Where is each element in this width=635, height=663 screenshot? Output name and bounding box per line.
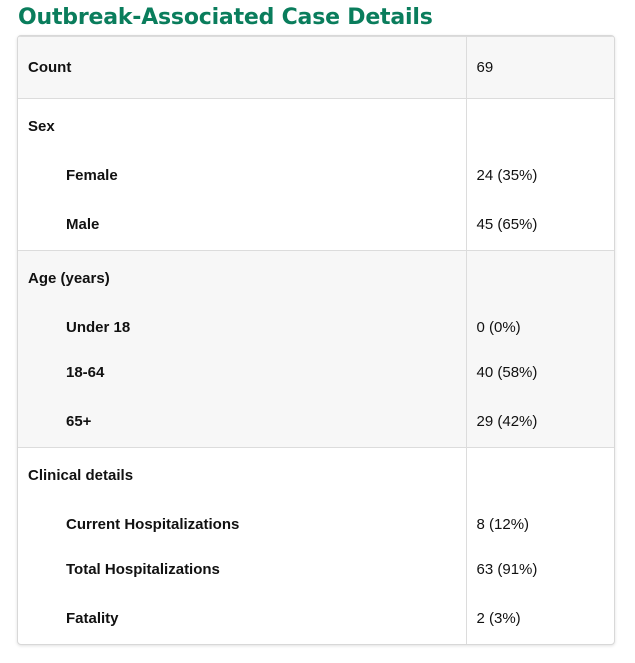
current-hospitalizations-value: 8 (12%) xyxy=(465,502,614,547)
age-18-64-label: 18-64 xyxy=(66,364,105,381)
clinical-header-value xyxy=(465,447,614,502)
sex-group: Sex Female 24 (35%) Male 45 (65%) xyxy=(18,98,614,251)
fatality-value: 2 (3%) xyxy=(465,592,614,644)
age-65-plus-label: 65+ xyxy=(66,412,92,430)
table-row-65-plus: 65+ 29 (42%) xyxy=(18,395,614,448)
case-details-table: Count 69 Sex Female 24 (35%) Male 45 (65… xyxy=(17,35,615,645)
table-row-clinical-header: Clinical details xyxy=(18,447,614,502)
age-18-64-value: 40 (58%) xyxy=(465,350,614,395)
table-row-sex-header: Sex xyxy=(18,98,614,153)
count-value: 69 xyxy=(465,36,614,99)
clinical-header-label: Clinical details xyxy=(28,466,134,484)
count-label: Count xyxy=(28,59,72,76)
total-hospitalizations-label: Total Hospitalizations xyxy=(66,561,220,578)
female-label: Female xyxy=(66,167,118,184)
fatality-label: Fatality xyxy=(66,609,119,627)
table-row-18-64: 18-64 40 (58%) xyxy=(18,350,614,395)
sex-header-label: Sex xyxy=(28,117,55,135)
table-row-current-hospitalizations: Current Hospitalizations 8 (12%) xyxy=(18,502,614,547)
under-18-value: 0 (0%) xyxy=(465,305,614,350)
table-row-count: Count 69 xyxy=(18,36,614,99)
table-row-age-header: Age (years) xyxy=(18,250,614,305)
under-18-label: Under 18 xyxy=(66,319,131,336)
male-value: 45 (65%) xyxy=(465,198,614,251)
count-group: Count 69 xyxy=(18,36,614,99)
age-65-plus-value: 29 (42%) xyxy=(465,395,614,448)
age-group: Age (years) Under 18 0 (0%) 18-64 40 (58… xyxy=(18,250,614,448)
age-header-label: Age (years) xyxy=(28,269,110,287)
sex-header-value xyxy=(465,98,614,153)
female-value: 24 (35%) xyxy=(465,153,614,198)
table-row-under-18: Under 18 0 (0%) xyxy=(18,305,614,350)
total-hospitalizations-value: 63 (91%) xyxy=(465,547,614,592)
table-row-total-hospitalizations: Total Hospitalizations 63 (91%) xyxy=(18,547,614,592)
male-label: Male xyxy=(66,215,100,233)
clinical-group: Clinical details Current Hospitalization… xyxy=(18,447,614,644)
table-row-fatality: Fatality 2 (3%) xyxy=(18,592,614,644)
current-hospitalizations-label: Current Hospitalizations xyxy=(66,516,240,533)
table-row-female: Female 24 (35%) xyxy=(18,153,614,198)
age-header-value xyxy=(465,250,614,305)
table-row-male: Male 45 (65%) xyxy=(18,198,614,251)
page-title: Outbreak-Associated Case Details xyxy=(18,5,433,30)
